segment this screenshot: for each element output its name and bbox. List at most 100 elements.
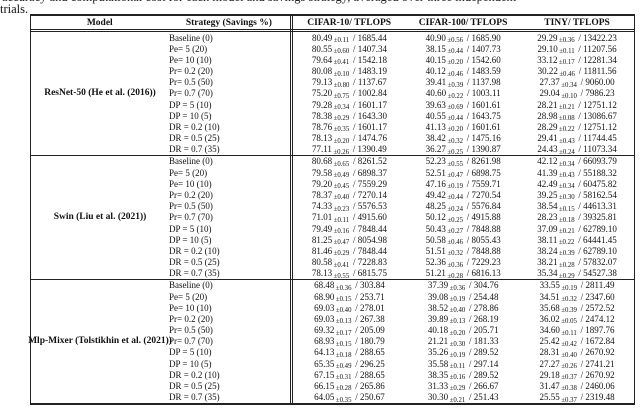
cifar10-cell: 68.90 ±0.15 / 253.71 (293, 292, 407, 304)
strategy-cell: Pe= 5 (20) (169, 291, 208, 302)
stddev-value: ±0.22 (559, 126, 575, 134)
cifar100-cell: 39.63 ±0.69 / 1601.61 (406, 99, 520, 112)
table-row: DR = 0.2 (10) 67.15 ±0.31 / 288.65 38.35 ±0.… (169, 369, 634, 382)
tiny-cell: 38.21 ±0.28 / 57832.07 (520, 257, 634, 269)
cifar10-cell: 66.15 ±0.28 / 265.86 (293, 381, 407, 393)
table-row: Pe= 10 (10) 79.20 ±0.45 / 7559.29 47.16 ±0.1… (169, 178, 634, 191)
stddev-value: ±0.32 (561, 296, 577, 304)
stddev-value: ±0.11 (333, 216, 350, 224)
cifar100-cell: 50.43 ±0.27 / 7848.88 (406, 224, 520, 236)
accuracy-value: 47.16 (425, 178, 446, 189)
tiny-cell: 42.49 ±0.34 / 60475.82 (520, 179, 634, 191)
accuracy-value: 35.58 (428, 358, 449, 369)
strategy-cell: DR = 0.7 (35) (169, 392, 220, 403)
header-cifar100: CIFAR-100/ TFLOPS (418, 17, 508, 28)
stddev-value: ±0.29 (333, 115, 350, 123)
stddev-value: ±0.19 (447, 183, 464, 191)
cifar100-cell: 51.51 ±0.32 / 7848.88 (406, 246, 520, 258)
tflops-value: / 1407.34 (350, 43, 387, 54)
tflops-value: / 2811.49 (578, 280, 615, 291)
accuracy-value: 30.30 (427, 392, 449, 403)
stddev-value: ±0.28 (335, 385, 352, 393)
tflops-value: / 64441.45 (575, 234, 617, 245)
stddev-value: ±0.34 (333, 104, 350, 112)
stddev-value: ±0.44 (447, 194, 464, 202)
cifar10-cell: 78.13 ±0.20 / 1474.76 (293, 133, 407, 145)
stddev-value: ±0.47 (333, 239, 350, 247)
cifar100-cell: 52.36 ±0.36 / 7229.23 (406, 257, 520, 269)
tiny-cell: 38.11 ±0.22 / 64441.45 (520, 234, 634, 247)
accuracy-value: 25.42 (539, 336, 560, 347)
stddev-value: ±0.34 (561, 81, 577, 89)
stddev-value: ±0.36 (559, 37, 575, 45)
cifar10-cell: 79.28 ±0.34 / 1601.17 (293, 99, 407, 112)
accuracy-value: 80.55 (311, 43, 333, 54)
tflops-value: / 8261.98 (464, 156, 501, 167)
tflops-value: / 1601.17 (350, 99, 387, 110)
accuracy-value: 38.24 (537, 245, 558, 256)
accuracy-value: 71.01 (311, 212, 333, 223)
accuracy-value: 33.12 (537, 54, 558, 65)
tflops-value: / 2347.60 (578, 291, 615, 302)
stddev-value: ±0.39 (559, 250, 575, 258)
cifar10-cell: 80.68 ±0.65 / 8261.52 (293, 156, 407, 168)
stddev-value: ±0.24 (447, 205, 464, 213)
stddev-value: ±0.17 (559, 59, 575, 67)
accuracy-value: 25.55 (539, 392, 560, 403)
tflops-value: / 13422.23 (576, 32, 617, 43)
strategy-cell: Pe= 10 (10) (169, 54, 212, 65)
stddev-value: ±0.30 (449, 340, 466, 348)
tflops-value: / 1407.73 (464, 43, 501, 54)
clipped-caption-line: accuracy and computational cost for each… (2, 0, 638, 4)
tflops-value: / 8055.43 (464, 234, 501, 245)
column-divider (290, 14, 293, 405)
tflops-value: / 6816.13 (464, 268, 501, 279)
tflops-value: / 13086.67 (576, 110, 617, 121)
cifar100-cell: 40.12 ±0.46 / 1483.59 (406, 66, 520, 78)
accuracy-value: 24.43 (537, 144, 558, 155)
tiny-cell: 29.10 ±0.11 / 11207.56 (520, 44, 634, 56)
tflops-value: / 296.25 (352, 358, 385, 369)
accuracy-value: 78.38 (311, 110, 333, 121)
tiny-cell: 34.51 ±0.32 / 2347.60 (520, 291, 634, 304)
tflops-value: / 7848.44 (350, 245, 387, 256)
accuracy-value: 28.21 (537, 99, 558, 110)
stddev-value: ±0.46 (559, 70, 575, 78)
tiny-cell: 27.37 ±0.34 / 9060.00 (520, 77, 634, 89)
strategy-cell: Baseline (0) (169, 32, 213, 43)
table-row: Pe= 10 (10) 79.64 ±0.41 / 1542.18 40.15 ±0.2… (169, 54, 634, 67)
tflops-value: / 1685.44 (350, 32, 387, 43)
tflops-value: / 5576.53 (350, 201, 387, 212)
tiny-cell: 39.25 ±0.30 / 58162.54 (520, 190, 634, 202)
accuracy-value: 31.47 (539, 380, 560, 391)
tflops-value: / 7270.14 (350, 189, 387, 200)
tflops-value: / 44613.31 (576, 201, 617, 212)
tflops-value: / 7228.83 (350, 257, 387, 268)
accuracy-value: 79.58 (311, 167, 333, 178)
cifar100-cell: 47.16 ±0.19 / 7559.71 (406, 178, 520, 191)
cifar10-cell: 64.05 ±0.35 / 250.67 (293, 392, 407, 404)
tflops-value: / 1002.84 (350, 88, 387, 99)
stddev-value: ±0.13 (335, 318, 352, 326)
accuracy-value: 79.64 (311, 54, 333, 65)
accuracy-value: 80.08 (311, 66, 333, 77)
accuracy-value: 40.55 (425, 110, 446, 121)
accuracy-value: 39.63 (425, 99, 446, 110)
tflops-value: / 254.48 (466, 291, 499, 302)
stddev-value: ±0.40 (333, 194, 350, 202)
accuracy-value: 79.49 (311, 223, 333, 234)
table-row: Pr= 0.7 (70) 75.20 ±0.75 / 1002.84 40.60 ±0.… (169, 88, 634, 100)
table-row: DP = 10 (5) 65.35 ±0.49 / 296.25 35.58 ±0.11… (169, 358, 634, 371)
model-group: Swin (Liu et al. (2021)) Baseline (0) 80.6… (31, 156, 634, 280)
header-cifar10: CIFAR-10/ TFLOPS (307, 17, 392, 28)
cifar10-cell: 78.38 ±0.29 / 1643.30 (293, 110, 407, 123)
tflops-value: / 11811.56 (576, 66, 617, 77)
stddev-value: ±0.40 (449, 307, 466, 315)
stddev-value: ±0.24 (559, 148, 575, 156)
cifar100-cell: 50.12 ±0.25 / 4915.88 (406, 212, 520, 224)
accuracy-value: 29.18 (539, 369, 560, 380)
tflops-value: / 2572.52 (578, 302, 615, 313)
caption-tail: trials. (0, 2, 29, 16)
accuracy-value: 50.12 (425, 212, 446, 223)
tflops-value: / 1483.59 (464, 66, 501, 77)
